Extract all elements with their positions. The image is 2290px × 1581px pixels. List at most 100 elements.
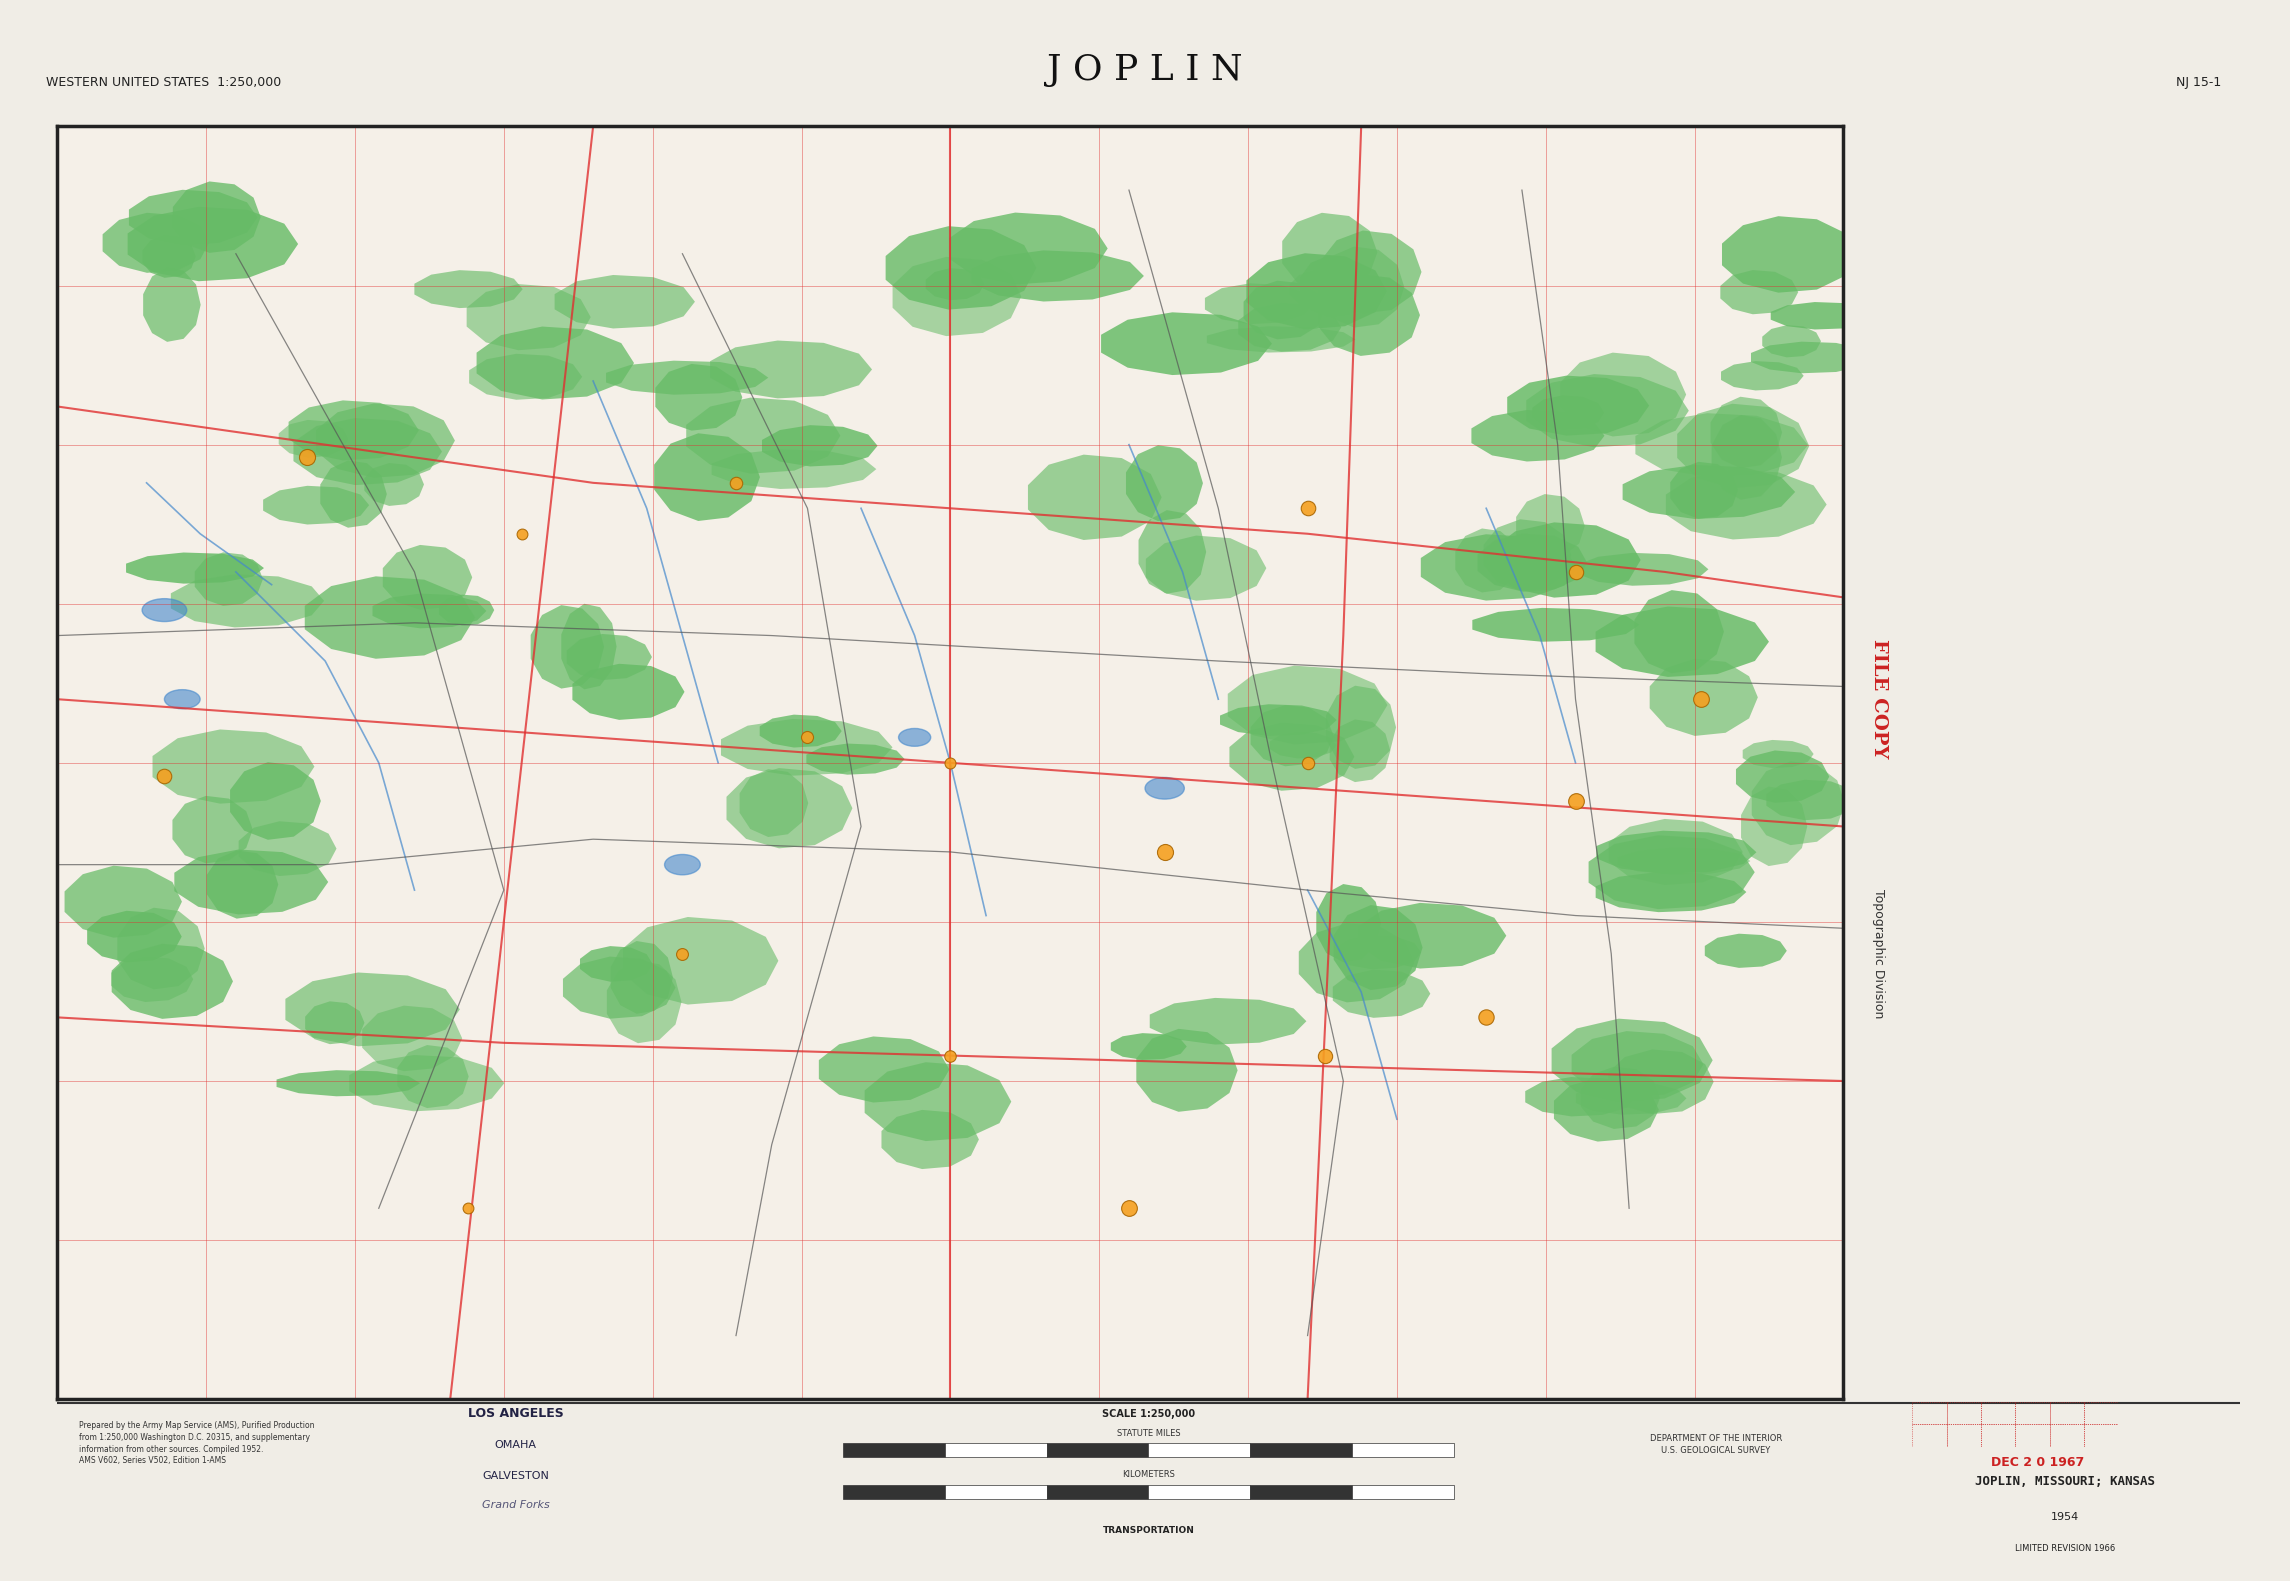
Point bbox=[717, 470, 753, 495]
Text: WESTERN UNITED STATES  1:250,000: WESTERN UNITED STATES 1:250,000 bbox=[46, 76, 282, 89]
Point bbox=[289, 444, 325, 470]
Polygon shape bbox=[1766, 779, 1859, 821]
Polygon shape bbox=[1722, 217, 1857, 292]
Polygon shape bbox=[760, 715, 843, 748]
Polygon shape bbox=[1580, 1067, 1660, 1129]
Polygon shape bbox=[1321, 231, 1422, 313]
Bar bbox=[1981, 1402, 2015, 1424]
Polygon shape bbox=[566, 634, 653, 680]
Polygon shape bbox=[1507, 376, 1649, 436]
Point bbox=[790, 724, 827, 749]
Point bbox=[504, 522, 540, 547]
Polygon shape bbox=[1246, 253, 1388, 329]
Polygon shape bbox=[362, 1006, 463, 1072]
Point bbox=[1557, 560, 1594, 585]
Polygon shape bbox=[882, 1110, 978, 1168]
Point bbox=[1308, 1043, 1344, 1069]
Text: NJ 15-1: NJ 15-1 bbox=[2176, 76, 2221, 89]
Polygon shape bbox=[1596, 607, 1768, 677]
Polygon shape bbox=[382, 545, 472, 610]
Text: 1954: 1954 bbox=[2052, 1513, 2079, 1523]
Polygon shape bbox=[1138, 511, 1207, 594]
Polygon shape bbox=[1145, 536, 1266, 601]
Polygon shape bbox=[373, 593, 485, 628]
Polygon shape bbox=[806, 743, 905, 775]
Polygon shape bbox=[117, 907, 204, 990]
Polygon shape bbox=[721, 719, 893, 776]
Polygon shape bbox=[279, 421, 348, 457]
Polygon shape bbox=[195, 552, 263, 606]
Polygon shape bbox=[1608, 1050, 1713, 1115]
Polygon shape bbox=[531, 606, 605, 689]
Text: OMAHA: OMAHA bbox=[495, 1440, 536, 1450]
Polygon shape bbox=[1150, 998, 1305, 1045]
Polygon shape bbox=[1298, 923, 1415, 1002]
Polygon shape bbox=[1301, 256, 1369, 316]
Polygon shape bbox=[87, 911, 181, 963]
Polygon shape bbox=[1454, 528, 1521, 593]
Polygon shape bbox=[142, 236, 195, 278]
Bar bbox=[2050, 1424, 2084, 1447]
Polygon shape bbox=[126, 552, 263, 583]
Point bbox=[932, 1043, 969, 1069]
Polygon shape bbox=[1101, 313, 1271, 375]
Text: JOPLIN, MISSOURI; KANSAS: JOPLIN, MISSOURI; KANSAS bbox=[1974, 1475, 2155, 1488]
Polygon shape bbox=[305, 1001, 364, 1043]
Ellipse shape bbox=[898, 729, 930, 746]
Polygon shape bbox=[1484, 519, 1571, 591]
Polygon shape bbox=[579, 945, 653, 982]
Polygon shape bbox=[172, 795, 252, 863]
Point bbox=[449, 1195, 485, 1221]
Polygon shape bbox=[726, 768, 852, 849]
Polygon shape bbox=[1763, 326, 1821, 357]
Text: SCALE 1:250,000: SCALE 1:250,000 bbox=[1101, 1409, 1195, 1418]
Polygon shape bbox=[1596, 830, 1756, 874]
Polygon shape bbox=[263, 485, 369, 525]
Bar bbox=[1147, 1485, 1250, 1499]
Polygon shape bbox=[1289, 270, 1351, 308]
Bar bbox=[1047, 1443, 1147, 1458]
Polygon shape bbox=[1028, 455, 1161, 541]
Polygon shape bbox=[1596, 873, 1747, 912]
Polygon shape bbox=[1136, 1029, 1237, 1111]
Polygon shape bbox=[611, 941, 673, 1013]
Polygon shape bbox=[229, 762, 321, 840]
Point bbox=[1147, 840, 1184, 865]
Polygon shape bbox=[1743, 740, 1814, 768]
Point bbox=[1468, 1006, 1505, 1031]
Text: KILOMETERS: KILOMETERS bbox=[1122, 1470, 1175, 1480]
Polygon shape bbox=[1571, 1031, 1704, 1097]
Text: TRANSPORTATION: TRANSPORTATION bbox=[1101, 1526, 1195, 1535]
Polygon shape bbox=[655, 433, 760, 522]
Bar bbox=[1946, 1424, 1981, 1447]
Bar bbox=[1147, 1443, 1250, 1458]
Bar bbox=[946, 1443, 1047, 1458]
Point bbox=[1289, 496, 1326, 522]
Point bbox=[664, 941, 701, 966]
Polygon shape bbox=[687, 397, 840, 474]
Ellipse shape bbox=[664, 854, 701, 874]
Polygon shape bbox=[1722, 360, 1805, 391]
Polygon shape bbox=[1711, 397, 1782, 468]
Polygon shape bbox=[286, 972, 460, 1047]
Polygon shape bbox=[820, 1037, 950, 1102]
Polygon shape bbox=[293, 417, 442, 485]
Polygon shape bbox=[1525, 1077, 1635, 1116]
Polygon shape bbox=[1704, 934, 1786, 968]
Text: Prepared by the Army Map Service (AMS), Purified Production
from 1:250,000 Washi: Prepared by the Army Map Service (AMS), … bbox=[80, 1421, 314, 1466]
Polygon shape bbox=[128, 190, 256, 245]
Polygon shape bbox=[1589, 835, 1754, 909]
Polygon shape bbox=[153, 729, 314, 803]
Bar bbox=[2050, 1402, 2084, 1424]
Polygon shape bbox=[1736, 751, 1830, 803]
Polygon shape bbox=[321, 460, 387, 528]
Polygon shape bbox=[655, 364, 742, 430]
Polygon shape bbox=[572, 664, 685, 719]
Point bbox=[147, 764, 183, 789]
Polygon shape bbox=[364, 463, 424, 506]
Text: GALVESTON: GALVESTON bbox=[483, 1470, 550, 1480]
Point bbox=[1111, 1195, 1147, 1221]
Polygon shape bbox=[1282, 213, 1376, 292]
Text: FILE COPY: FILE COPY bbox=[1871, 639, 1887, 759]
Polygon shape bbox=[886, 226, 1037, 310]
